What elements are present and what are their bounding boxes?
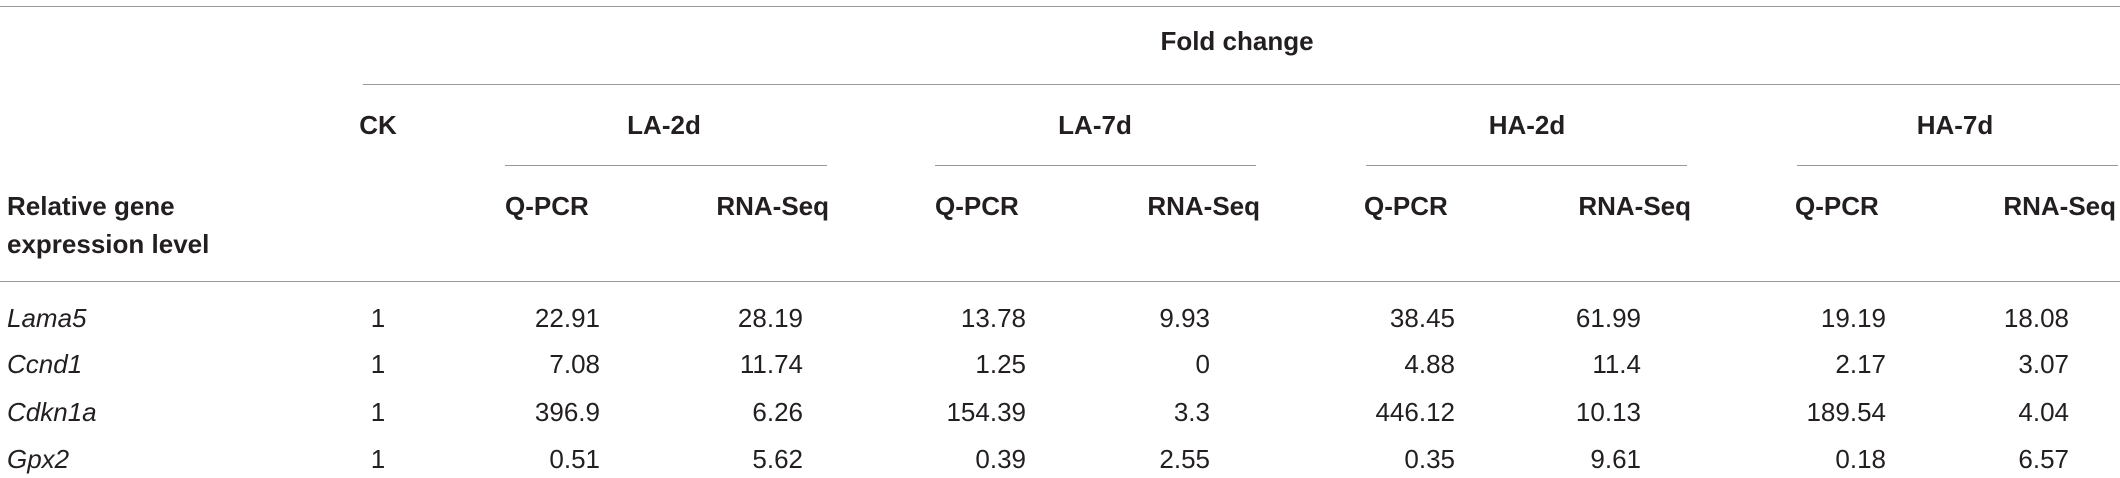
- cell-value: 2.17: [1835, 349, 1886, 379]
- cell-value: 0.18: [1835, 444, 1886, 474]
- group-header: LA-7d: [1058, 110, 1132, 140]
- cell-value: 0.39: [975, 444, 1026, 474]
- group-rule: [505, 165, 827, 166]
- cell-value: 3.3: [1173, 397, 1210, 427]
- column-header: Q-PCR: [1795, 191, 1879, 221]
- cell-value: 19.19: [1820, 303, 1886, 333]
- cell-value: 11.4: [1592, 349, 1641, 379]
- gene-name: Gpx2: [7, 444, 70, 474]
- cell-value: 4.04: [2018, 397, 2069, 427]
- column-header: RNA-Seq: [1147, 191, 1260, 221]
- cell-value: 61.99: [1575, 303, 1641, 333]
- cell-value: 38.45: [1389, 303, 1455, 333]
- gene-name: Lama5: [7, 303, 87, 333]
- super-header: Fold change: [1160, 26, 1314, 56]
- cell-value: 1: [370, 444, 386, 474]
- cell-value: 5.62: [752, 444, 803, 474]
- cell-value: 10.13: [1575, 397, 1641, 427]
- control-header: CK: [359, 110, 397, 140]
- cell-value: 0.51: [549, 444, 600, 474]
- header-rule: [363, 84, 2120, 85]
- column-header: RNA-Seq: [716, 191, 829, 221]
- column-header: Q-PCR: [505, 191, 589, 221]
- cell-value: 2.55: [1159, 444, 1210, 474]
- cell-value: 9.61: [1590, 444, 1641, 474]
- cell-value: 189.54: [1806, 397, 1886, 427]
- cell-value: 446.12: [1375, 397, 1455, 427]
- cell-value: 1: [370, 349, 386, 379]
- column-header: RNA-Seq: [2003, 191, 2116, 221]
- cell-value: 13.78: [960, 303, 1026, 333]
- cell-value: 6.26: [752, 397, 803, 427]
- group-rule: [1366, 165, 1687, 166]
- cell-value: 28.19: [737, 303, 803, 333]
- cell-value: 6.57: [2018, 444, 2069, 474]
- cell-value: 0: [1195, 349, 1210, 379]
- group-header: LA-2d: [627, 110, 701, 140]
- header-bottom-rule: [0, 281, 2120, 282]
- cell-value: 22.91: [534, 303, 600, 333]
- group-rule: [935, 165, 1256, 166]
- column-header: Q-PCR: [1364, 191, 1448, 221]
- cell-value: 3.07: [2018, 349, 2069, 379]
- column-header: RNA-Seq: [1578, 191, 1691, 221]
- group-header: HA-2d: [1488, 110, 1566, 140]
- cell-value: 396.9: [534, 397, 600, 427]
- gene-name: Cdkn1a: [7, 397, 97, 427]
- cell-value: 1: [370, 303, 386, 333]
- cell-value: 0.35: [1404, 444, 1455, 474]
- group-rule: [1797, 165, 2118, 166]
- cell-value: 9.93: [1159, 303, 1210, 333]
- cell-value: 1.25: [975, 349, 1026, 379]
- top-rule: [0, 6, 2120, 7]
- gene-name: Ccnd1: [7, 349, 83, 379]
- row-header: Relative gene expression level: [7, 191, 210, 259]
- group-header: HA-7d: [1916, 110, 1994, 140]
- cell-value: 11.74: [739, 349, 803, 379]
- cell-value: 154.39: [946, 397, 1026, 427]
- column-header: Q-PCR: [935, 191, 1019, 221]
- cell-value: 7.08: [549, 349, 600, 379]
- cell-value: 18.08: [2003, 303, 2069, 333]
- cell-value: 4.88: [1404, 349, 1455, 379]
- cell-value: 1: [370, 397, 386, 427]
